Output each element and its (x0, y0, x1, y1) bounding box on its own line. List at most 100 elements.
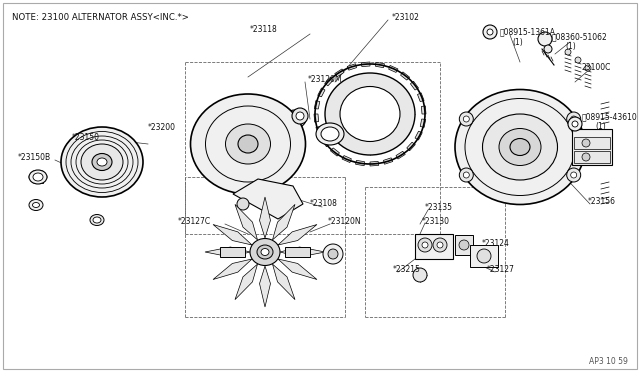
Polygon shape (383, 158, 393, 164)
Polygon shape (401, 72, 410, 80)
Text: *23102: *23102 (392, 13, 420, 22)
Circle shape (566, 112, 580, 126)
Polygon shape (273, 204, 295, 240)
Circle shape (463, 172, 469, 178)
Ellipse shape (257, 245, 273, 259)
Circle shape (572, 121, 578, 127)
Circle shape (538, 32, 552, 46)
Text: 23100C: 23100C (582, 62, 611, 71)
Bar (470, 245, 498, 267)
Text: Ⓦ08915-1361A: Ⓦ08915-1361A (500, 28, 556, 36)
Ellipse shape (191, 94, 305, 194)
Text: *23127C: *23127C (178, 218, 211, 227)
Ellipse shape (97, 158, 107, 166)
Text: Ⓜ08360-51062: Ⓜ08360-51062 (552, 32, 608, 42)
Circle shape (437, 242, 443, 248)
Polygon shape (273, 264, 295, 299)
Circle shape (585, 65, 591, 71)
Circle shape (296, 112, 304, 120)
Bar (415, 234, 453, 259)
Ellipse shape (483, 114, 557, 180)
Ellipse shape (93, 217, 101, 223)
Polygon shape (324, 77, 333, 86)
Circle shape (582, 153, 590, 161)
Polygon shape (205, 247, 250, 257)
Text: *23215: *23215 (393, 266, 421, 275)
Text: *23150B: *23150B (18, 153, 51, 161)
Text: *23135: *23135 (425, 202, 453, 212)
Ellipse shape (325, 73, 415, 155)
Text: *23124: *23124 (482, 240, 510, 248)
Circle shape (237, 198, 249, 210)
Circle shape (460, 168, 474, 182)
Circle shape (422, 242, 428, 248)
Text: *23108: *23108 (310, 199, 338, 208)
Ellipse shape (340, 87, 400, 141)
Text: Ⓦ08915-43610: Ⓦ08915-43610 (582, 112, 637, 122)
Ellipse shape (455, 90, 585, 205)
Polygon shape (342, 155, 351, 163)
Polygon shape (388, 65, 398, 73)
Text: *23156: *23156 (588, 198, 616, 206)
Bar (574, 137, 610, 149)
Polygon shape (260, 197, 271, 238)
Bar (572, 129, 612, 165)
Polygon shape (235, 264, 257, 299)
Polygon shape (396, 151, 405, 159)
Circle shape (433, 238, 447, 252)
Ellipse shape (499, 128, 541, 166)
Polygon shape (335, 69, 344, 77)
Polygon shape (348, 64, 356, 70)
Text: AP3 10 59: AP3 10 59 (589, 357, 628, 366)
Circle shape (487, 29, 493, 35)
Text: (1): (1) (565, 42, 576, 51)
Polygon shape (280, 247, 325, 257)
Circle shape (477, 249, 491, 263)
Circle shape (459, 240, 469, 250)
Circle shape (571, 116, 577, 122)
Circle shape (460, 112, 474, 126)
Ellipse shape (316, 123, 344, 145)
Circle shape (571, 172, 577, 178)
Polygon shape (415, 131, 422, 140)
Bar (574, 151, 610, 163)
Polygon shape (410, 81, 419, 90)
Polygon shape (233, 179, 303, 219)
Polygon shape (330, 148, 339, 156)
Polygon shape (314, 100, 320, 109)
Bar (220, 247, 245, 257)
Polygon shape (361, 62, 370, 67)
Ellipse shape (250, 238, 280, 266)
Ellipse shape (33, 202, 40, 208)
Ellipse shape (288, 113, 302, 125)
Text: *23130: *23130 (422, 218, 450, 227)
Polygon shape (370, 161, 379, 166)
Ellipse shape (29, 170, 47, 184)
Polygon shape (213, 224, 252, 245)
Ellipse shape (238, 135, 258, 153)
Text: (1): (1) (595, 122, 605, 131)
Polygon shape (314, 114, 319, 122)
Circle shape (565, 49, 571, 55)
Text: *23150: *23150 (72, 132, 100, 141)
Ellipse shape (92, 154, 112, 170)
Ellipse shape (261, 248, 269, 256)
Circle shape (544, 45, 552, 53)
Ellipse shape (33, 173, 43, 181)
Text: *23120M: *23120M (308, 76, 342, 84)
Circle shape (292, 108, 308, 124)
Polygon shape (278, 259, 317, 279)
Ellipse shape (61, 127, 143, 197)
Ellipse shape (90, 215, 104, 225)
Circle shape (323, 244, 343, 264)
Circle shape (483, 25, 497, 39)
Ellipse shape (81, 144, 123, 180)
Circle shape (413, 268, 427, 282)
Text: *23127: *23127 (487, 266, 515, 275)
Polygon shape (417, 93, 424, 102)
Polygon shape (278, 224, 317, 245)
Bar (455, 235, 473, 255)
Polygon shape (260, 266, 271, 307)
Text: *23200: *23200 (148, 122, 176, 131)
Text: *23120N: *23120N (328, 218, 362, 227)
